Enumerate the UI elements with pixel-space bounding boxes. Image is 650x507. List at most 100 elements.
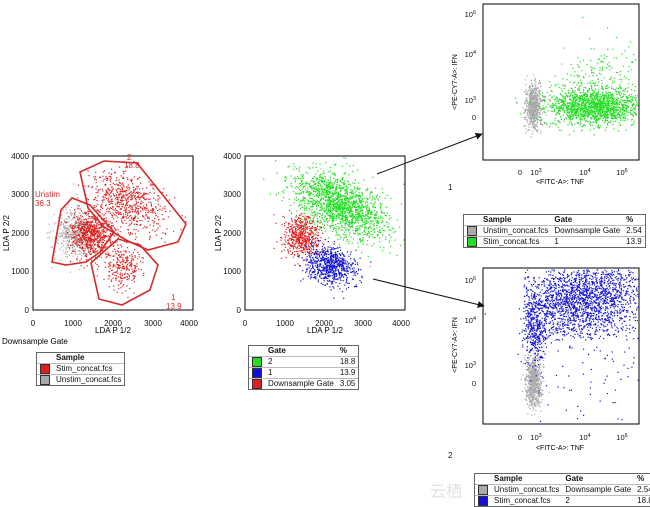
event-dot — [86, 222, 88, 224]
event-dot — [110, 177, 112, 179]
event-dot — [115, 253, 117, 255]
event-dot — [321, 206, 323, 208]
plot-1-gates[interactable] — [51, 160, 187, 306]
event-dot — [328, 191, 330, 193]
event-dot — [269, 193, 271, 195]
event-dot — [67, 251, 69, 253]
event-dot — [134, 238, 136, 241]
event-dot — [110, 173, 112, 175]
event-dot — [292, 256, 294, 258]
event-dot — [124, 219, 126, 221]
event-dot — [301, 229, 303, 231]
event-dot — [352, 214, 354, 216]
event-dot — [70, 260, 72, 262]
event-dot — [284, 179, 286, 181]
event-dot — [335, 179, 337, 181]
event-dot — [365, 206, 367, 208]
event-dot — [297, 229, 299, 231]
event-dot — [65, 255, 67, 258]
event-dot — [334, 207, 336, 209]
event-dot — [303, 192, 305, 194]
event-dot — [314, 233, 316, 235]
gate-1[interactable] — [90, 238, 159, 306]
event-dot — [332, 277, 334, 279]
event-dot — [329, 187, 331, 189]
event-dot — [88, 247, 90, 249]
event-dot — [303, 227, 305, 230]
event-dot — [307, 201, 309, 203]
event-dot — [313, 190, 315, 192]
event-dot — [343, 157, 345, 159]
event-dot — [326, 218, 328, 220]
event-dot — [139, 224, 141, 226]
event-dot — [97, 195, 99, 197]
event-dot — [102, 171, 104, 173]
event-dot — [310, 243, 312, 245]
event-dot — [332, 189, 334, 192]
event-dot — [115, 179, 117, 182]
event-dot — [323, 188, 325, 190]
event-dot — [295, 236, 297, 238]
event-dot — [127, 201, 129, 203]
event-dot — [296, 210, 298, 212]
event-dot — [79, 246, 81, 248]
event-dot — [87, 248, 89, 250]
event-dot — [293, 163, 295, 165]
event-dot — [76, 240, 78, 242]
event-dot — [366, 243, 368, 246]
event-dot — [324, 195, 326, 197]
event-dot — [90, 230, 93, 232]
event-dot — [88, 229, 90, 231]
event-dot — [117, 268, 119, 270]
event-dot — [332, 208, 334, 210]
event-dot — [335, 208, 337, 210]
event-dot — [284, 180, 286, 182]
event-dot — [353, 269, 355, 271]
event-dot — [75, 241, 77, 243]
event-dot — [95, 262, 97, 264]
event-dot — [298, 224, 300, 226]
event-dot — [330, 176, 332, 178]
event-dot — [305, 227, 307, 229]
event-dot — [306, 242, 308, 244]
event-dot — [301, 176, 303, 178]
event-dot — [289, 237, 291, 239]
event-dot — [347, 198, 349, 200]
event-dot — [367, 256, 369, 258]
event-dot — [103, 240, 105, 242]
event-dot — [346, 191, 349, 193]
event-dot — [65, 240, 67, 242]
event-dot — [123, 284, 125, 286]
event-dot — [365, 226, 367, 228]
event-dot — [93, 230, 95, 232]
event-dot — [97, 222, 99, 224]
event-dot — [119, 266, 121, 268]
event-dot — [361, 197, 363, 199]
event-dot — [66, 229, 68, 231]
event-dot — [379, 241, 381, 243]
event-dot — [329, 262, 331, 264]
event-dot — [48, 223, 50, 225]
event-dot — [313, 259, 315, 261]
event-dot — [185, 221, 187, 223]
event-dot — [320, 195, 322, 197]
event-dot — [309, 233, 312, 236]
event-dot — [356, 211, 358, 213]
event-dot — [132, 186, 135, 188]
event-dot — [93, 232, 95, 234]
event-dot — [341, 200, 343, 202]
event-dot — [364, 215, 366, 217]
event-dot — [119, 261, 121, 263]
event-dot — [85, 233, 87, 235]
event-dot — [315, 163, 317, 165]
gate-2[interactable] — [79, 160, 187, 251]
event-dot — [311, 236, 313, 239]
event-dot — [133, 270, 135, 272]
event-dot — [303, 209, 305, 211]
event-dot — [366, 209, 368, 212]
event-dot — [93, 228, 95, 230]
event-dot — [327, 207, 329, 209]
event-dot — [342, 180, 344, 182]
event-dot — [283, 216, 285, 218]
event-dot — [298, 217, 300, 219]
